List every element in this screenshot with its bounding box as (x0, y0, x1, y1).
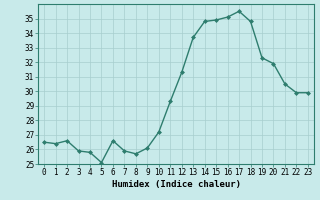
X-axis label: Humidex (Indice chaleur): Humidex (Indice chaleur) (111, 180, 241, 189)
